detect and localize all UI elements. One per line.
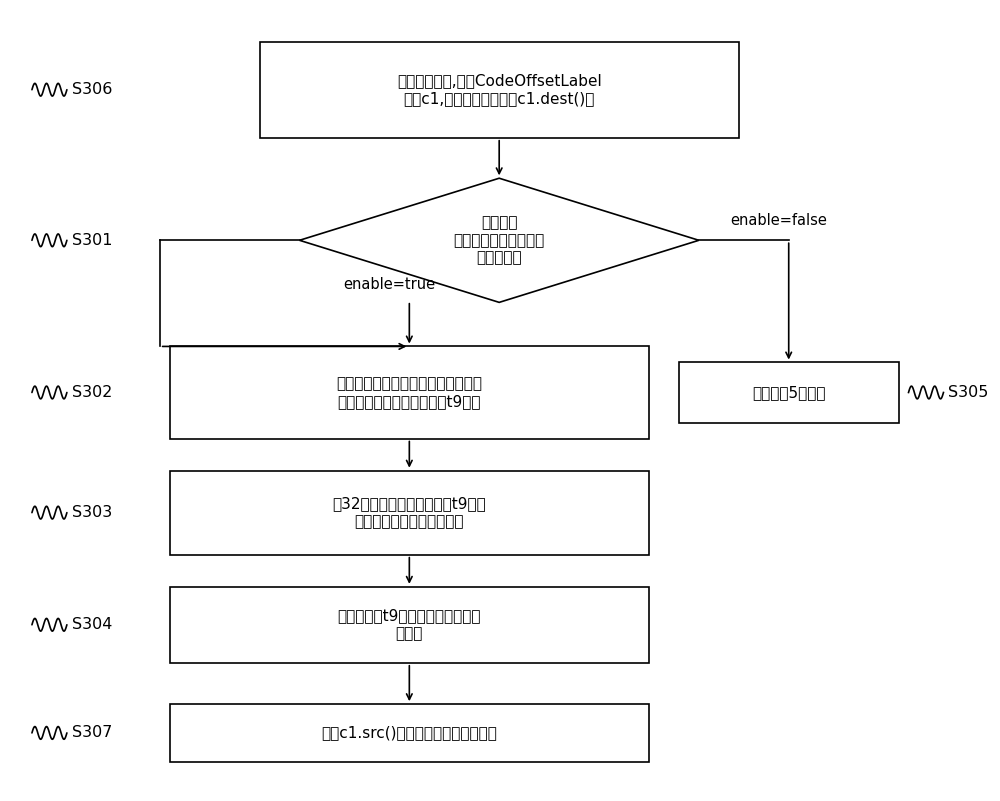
Polygon shape: [300, 178, 699, 303]
Text: S301: S301: [72, 233, 112, 248]
Text: 将32位目标地址立即数存入t9，并
将跳转信息记录到跳转列表: 将32位目标地址立即数存入t9，并 将跳转信息记录到跳转列表: [332, 497, 486, 529]
Text: 向下跳过5条指令: 向下跳过5条指令: [752, 385, 825, 400]
Text: 根据套锁
指令集的开关参数执行
相应的指令: 根据套锁 指令集的开关参数执行 相应的指令: [454, 215, 545, 265]
Text: enable=true: enable=true: [343, 277, 435, 292]
FancyBboxPatch shape: [170, 471, 649, 554]
FancyBboxPatch shape: [170, 704, 649, 762]
Text: 直接跳转到t9，进行相应的程序处
理操作: 直接跳转到t9，进行相应的程序处 理操作: [338, 609, 481, 641]
FancyBboxPatch shape: [170, 586, 649, 663]
Text: S306: S306: [72, 83, 112, 97]
Text: 记录返回地址,定义CodeOffsetLabel
变量c1,将跳转前地址移到c1.dest()中: 记录返回地址,定义CodeOffsetLabel 变量c1,将跳转前地址移到c1…: [397, 74, 602, 106]
Text: S303: S303: [72, 505, 112, 520]
Text: S307: S307: [72, 726, 112, 740]
Text: S302: S302: [72, 385, 112, 400]
Text: S304: S304: [72, 618, 112, 632]
Text: 绑定c1.src()，返回函数调用前的地址: 绑定c1.src()，返回函数调用前的地址: [321, 726, 497, 740]
FancyBboxPatch shape: [679, 362, 899, 423]
Text: 在开关参数为开启参数时，对寄存器
的值进行压栈操作，例如为t9压栈: 在开关参数为开启参数时，对寄存器 的值进行压栈操作，例如为t9压栈: [336, 376, 482, 409]
FancyBboxPatch shape: [260, 42, 739, 138]
FancyBboxPatch shape: [170, 346, 649, 439]
Text: enable=false: enable=false: [730, 213, 827, 227]
Text: S305: S305: [948, 385, 989, 400]
